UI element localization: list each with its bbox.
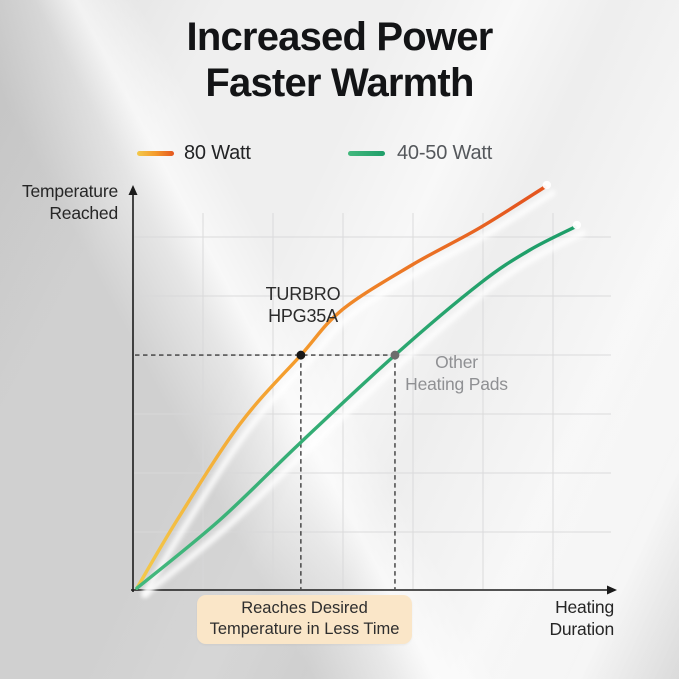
title-line-1: Increased Power — [186, 15, 494, 59]
callout-reaches-desired-temperature: Reaches Desired Temperature in Less Time — [197, 595, 412, 644]
annotation-other-line-1: Other — [435, 352, 478, 372]
annotation-turbro-line-1: TURBRO — [265, 284, 341, 304]
x-axis-label-line-1: Heating — [555, 597, 614, 617]
page-title: Increased Power Faster Warmth — [0, 14, 679, 106]
marker-dot-80-watt — [296, 350, 306, 360]
curve-end-highlight — [542, 180, 552, 190]
dashed-reference-lines — [135, 354, 396, 589]
annotation-turbro-hpg35a: TURBRO HPG35A — [229, 284, 377, 327]
legend-item-80-watt: 80 Watt — [137, 141, 251, 165]
annotation-other-heating-pads: Other Heating Pads — [384, 352, 529, 395]
grid-lines — [133, 213, 611, 589]
x-axis-label-line-2: Duration — [549, 618, 614, 639]
annotation-other-line-2: Heating Pads — [405, 373, 508, 394]
axes — [131, 193, 609, 592]
y-axis-label-line-2: Reached — [49, 202, 118, 223]
y-axis-label-line-1: Temperature — [21, 181, 118, 201]
y-axis-label: Temperature Reached — [0, 181, 118, 224]
callout-line-2: Temperature in Less Time — [209, 619, 400, 638]
x-axis-label: Heating Duration — [500, 597, 614, 640]
legend-swatch-40-50-watt — [348, 150, 385, 156]
annotation-turbro-line-2: HPG35A — [268, 305, 338, 326]
legend-item-40-50-watt: 40-50 Watt — [348, 141, 492, 165]
legend-swatch-80-watt — [137, 150, 174, 156]
callout-line-1: Reaches Desired — [241, 599, 368, 617]
legend-label-80-watt: 80 Watt — [184, 141, 251, 164]
legend-label-40-50-watt: 40-50 Watt — [397, 141, 493, 164]
y-axis-arrow-icon — [128, 185, 138, 195]
curve-40-50-watt — [135, 225, 577, 590]
curve-end-highlight — [572, 220, 582, 230]
x-axis-arrow-icon — [607, 585, 617, 595]
title-line-2: Faster Warmth — [205, 61, 474, 105]
